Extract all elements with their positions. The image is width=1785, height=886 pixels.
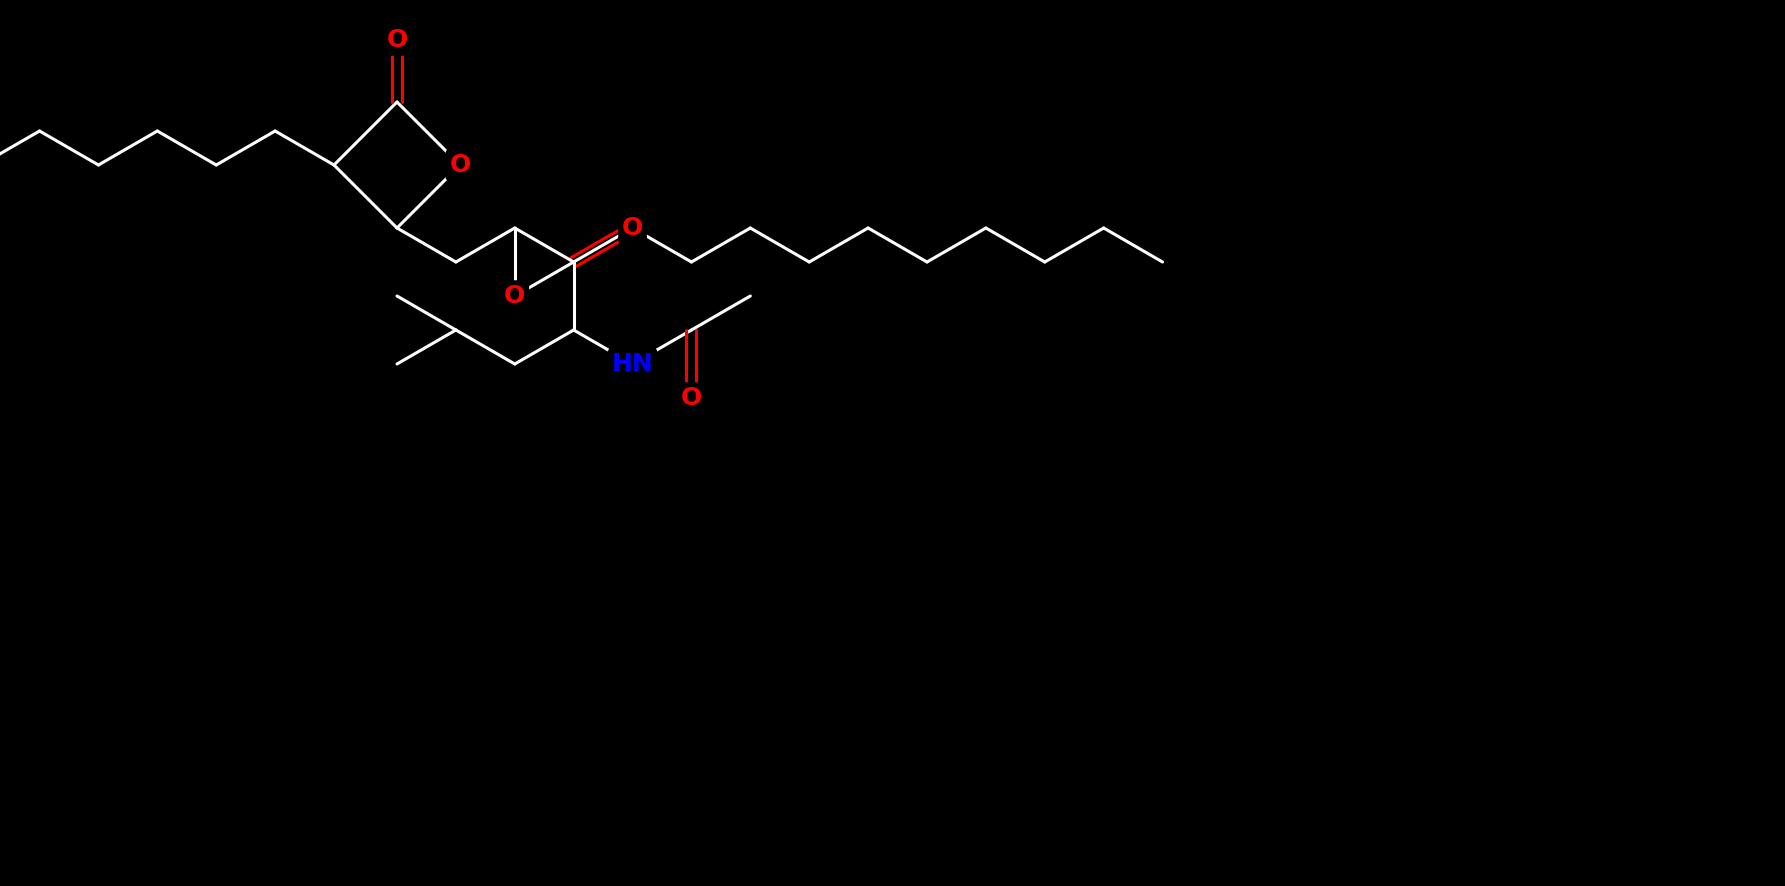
Text: O: O xyxy=(503,284,525,308)
Text: O: O xyxy=(386,28,407,52)
Text: O: O xyxy=(621,216,643,240)
Text: O: O xyxy=(450,153,471,177)
Text: HN: HN xyxy=(612,352,653,376)
Text: O: O xyxy=(680,386,702,410)
